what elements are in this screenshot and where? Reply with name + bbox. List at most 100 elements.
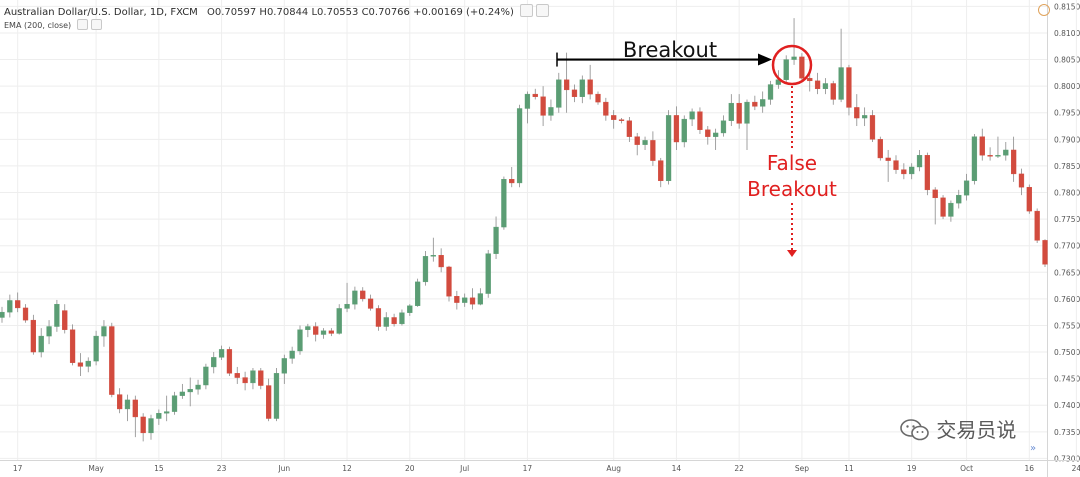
- candle-body: [30, 319, 36, 353]
- settings-dot-icon[interactable]: [520, 4, 534, 17]
- x-tick-label: 14: [672, 464, 682, 473]
- x-tick-label: 11: [844, 464, 854, 473]
- candle-body: [250, 370, 256, 384]
- candle-body: [407, 305, 413, 313]
- candle-body: [956, 194, 962, 204]
- candle-body: [838, 67, 844, 100]
- candle-body: [462, 297, 468, 303]
- candle-body: [7, 300, 13, 313]
- candle-body: [963, 180, 970, 196]
- x-tick-label: Sep: [795, 464, 809, 473]
- candle-body: [226, 349, 233, 374]
- breakout-label: Breakout: [623, 38, 717, 62]
- candle-body: [391, 317, 397, 325]
- candle-body: [383, 317, 389, 327]
- y-tick-label: 0.73000: [1054, 454, 1080, 463]
- candle-body: [179, 391, 185, 396]
- candle-body: [995, 155, 1001, 157]
- symbol-label: Australian Dollar/U.S. Dollar, 1D, FXCM: [4, 7, 198, 18]
- candle-body: [148, 418, 154, 434]
- indicator-label: EMA (200, close): [4, 19, 102, 30]
- candle-body: [744, 101, 750, 124]
- candle-body: [713, 132, 719, 137]
- clock-icon[interactable]: [1038, 4, 1050, 16]
- candle-body: [54, 303, 60, 327]
- candle-body: [814, 80, 821, 90]
- candle-body: [1018, 173, 1025, 188]
- x-tick-label: Aug: [606, 464, 621, 473]
- candle-body: [1011, 149, 1017, 175]
- scroll-right-icon[interactable]: »: [1030, 443, 1036, 454]
- candle-body: [352, 290, 358, 305]
- candle-body: [885, 157, 891, 161]
- indicator-settings-icon[interactable]: [76, 19, 88, 30]
- candle-body: [987, 155, 993, 157]
- candle-body: [1026, 186, 1032, 212]
- candle-body: [454, 296, 460, 303]
- candle-body: [101, 326, 107, 337]
- candle-body: [579, 79, 585, 97]
- candle-body: [415, 281, 421, 306]
- candle-body: [916, 155, 923, 168]
- candle-body: [485, 253, 491, 294]
- candle-body: [540, 96, 546, 116]
- candle-body: [681, 118, 687, 143]
- candle-body: [979, 136, 985, 156]
- candle-body: [932, 189, 938, 199]
- ema-label: EMA (200, close): [4, 21, 72, 30]
- candle-body: [909, 166, 915, 175]
- candle-body: [171, 395, 178, 412]
- candle-body: [313, 326, 319, 335]
- candle-body: [501, 179, 507, 228]
- candle-body: [187, 389, 193, 393]
- chart-header: Australian Dollar/U.S. Dollar, 1D, FXCM …: [4, 4, 550, 18]
- candle-body: [532, 93, 538, 97]
- candle-body: [626, 120, 632, 137]
- candle-body: [893, 160, 899, 170]
- candle-body: [38, 335, 44, 353]
- candle-body: [0, 311, 5, 318]
- candle-body: [266, 385, 272, 419]
- candle-body: [658, 160, 664, 182]
- candle-body: [477, 293, 483, 305]
- x-tick-label: 17: [13, 464, 23, 473]
- candle-body: [948, 202, 954, 217]
- x-tick-label: 23: [217, 464, 227, 473]
- candle-body: [846, 67, 852, 108]
- candle-body: [242, 377, 248, 384]
- candle-body: [634, 136, 640, 145]
- candle-body: [164, 411, 170, 414]
- candle-body: [258, 370, 264, 386]
- candle-body: [564, 79, 570, 91]
- candle-body: [642, 140, 648, 145]
- candle-body: [1003, 149, 1009, 156]
- candle-body: [697, 111, 703, 130]
- candle-body: [336, 308, 342, 334]
- candle-body: [493, 226, 499, 254]
- candle-body: [211, 357, 217, 368]
- candle-body: [156, 413, 162, 419]
- breakout-arrow-head: [758, 53, 772, 66]
- candle-body: [422, 256, 429, 283]
- candle-body: [673, 115, 680, 143]
- candle-body: [305, 326, 311, 330]
- candle-body: [587, 79, 593, 95]
- indicator-hide-icon[interactable]: [90, 19, 102, 30]
- candle-body: [69, 329, 76, 363]
- watermark: 交易员说: [900, 414, 1016, 443]
- hide-dot-icon[interactable]: [536, 4, 550, 17]
- candle-body: [430, 255, 436, 257]
- watermark-text: 交易员说: [936, 418, 1017, 442]
- candle-body: [689, 111, 695, 120]
- candle-body: [524, 93, 531, 109]
